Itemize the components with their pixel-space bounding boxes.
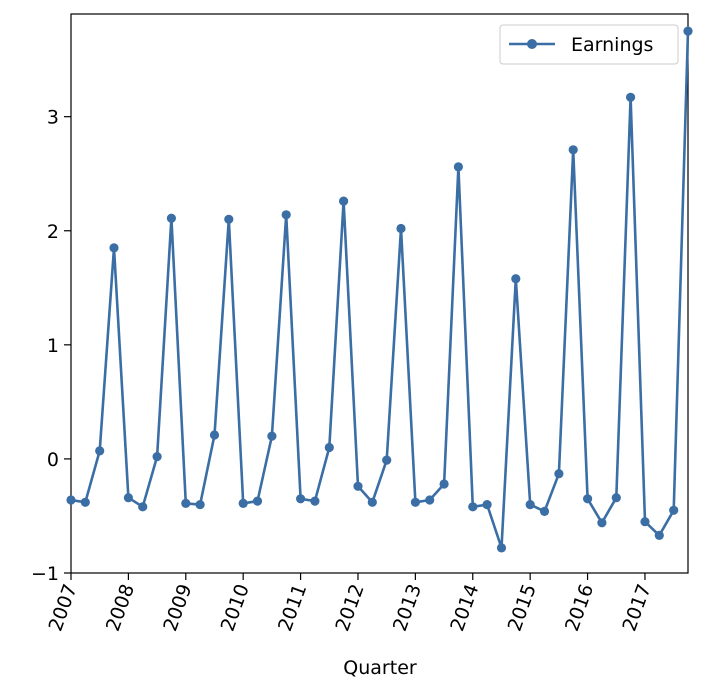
earnings-data-point xyxy=(396,223,406,234)
earnings-data-point xyxy=(296,494,306,504)
earnings-data-point xyxy=(468,502,478,512)
earnings-data-point xyxy=(138,502,148,512)
earnings-data-point xyxy=(496,543,507,553)
y-tick-label: 3 xyxy=(47,107,59,129)
y-tick-label: 0 xyxy=(47,449,59,471)
earnings-data-point xyxy=(640,517,650,527)
earnings-data-point xyxy=(123,493,133,503)
earnings-data-point xyxy=(626,92,636,102)
earnings-data-point xyxy=(611,493,621,503)
earnings-data-point xyxy=(267,431,277,441)
legend-label-earnings: Earnings xyxy=(571,34,653,56)
earnings-data-point xyxy=(597,518,607,528)
earnings-data-point xyxy=(339,196,349,206)
legend-box xyxy=(499,24,679,65)
earnings-data-point xyxy=(410,497,420,507)
earnings-data-point xyxy=(583,494,593,504)
earnings-series-line xyxy=(70,31,690,550)
earnings-data-point xyxy=(95,446,105,456)
y-axis: −1 0 1 2 3 xyxy=(31,107,71,585)
earnings-data-point xyxy=(482,500,492,510)
earnings-data-point xyxy=(80,497,90,507)
earnings-data-point xyxy=(238,498,248,508)
earnings-data-point xyxy=(152,452,162,462)
earnings-data-point xyxy=(453,162,463,172)
earnings-data-point xyxy=(568,145,578,155)
earnings-data-point xyxy=(353,481,363,491)
series-layer xyxy=(66,26,693,553)
earnings-data-point xyxy=(281,210,291,220)
earnings-data-point xyxy=(181,498,191,508)
earnings-data-point xyxy=(439,479,449,489)
earnings-data-point xyxy=(425,495,435,505)
earnings-data-point xyxy=(525,500,535,510)
earnings-data-point xyxy=(539,506,550,516)
earnings-data-point xyxy=(252,496,263,506)
earnings-data-point xyxy=(109,243,119,253)
earnings-data-point xyxy=(166,213,176,223)
earnings-data-point xyxy=(511,274,521,284)
earnings-data-point xyxy=(195,500,205,510)
earnings-data-point xyxy=(310,496,320,506)
earnings-data-point xyxy=(324,442,334,453)
y-tick-label: 2 xyxy=(47,221,59,243)
y-tick-label: −1 xyxy=(31,563,59,585)
y-tick-label: 1 xyxy=(47,335,59,357)
legend: Earnings xyxy=(499,24,679,65)
earnings-data-point xyxy=(209,430,220,440)
x-axis-label: Quarter xyxy=(343,657,417,679)
earnings-data-point xyxy=(554,469,564,479)
plot-area-frame xyxy=(70,13,689,574)
earnings-data-point xyxy=(367,497,377,507)
earnings-data-point xyxy=(654,530,664,541)
earnings-data-point xyxy=(66,495,76,505)
earnings-data-point xyxy=(382,455,392,465)
legend-marker-swatch xyxy=(527,39,537,49)
earnings-data-point xyxy=(683,26,693,36)
earnings-data-point xyxy=(669,505,679,515)
earnings-data-point xyxy=(224,214,234,224)
